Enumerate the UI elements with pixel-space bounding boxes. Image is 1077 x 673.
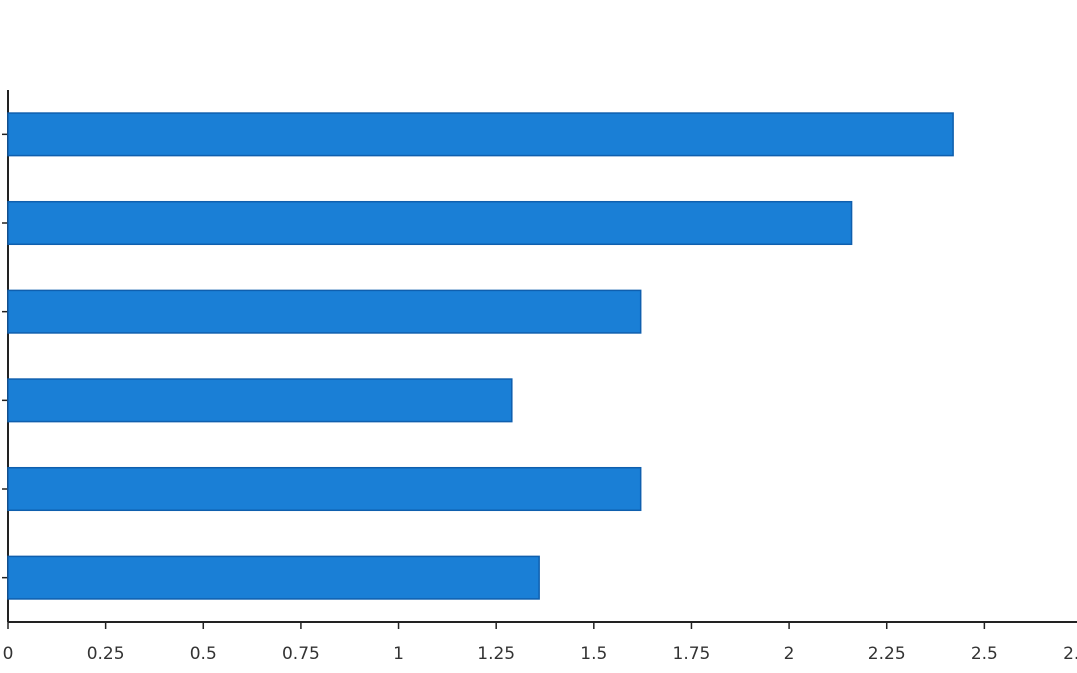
x-tick-label: 0.25	[87, 644, 125, 664]
bar	[7, 200, 853, 246]
x-tick-label: 1.75	[673, 644, 711, 664]
x-tick-label: 1	[393, 644, 404, 664]
bar	[7, 112, 954, 157]
x-tick-label: 1.5	[580, 644, 607, 664]
x-tick-label: 2	[784, 644, 795, 664]
x-tick-label: 2.75	[1063, 644, 1077, 664]
bar	[7, 555, 540, 600]
x-tick-label: 0	[3, 644, 14, 664]
x-tick-label: 1.25	[477, 644, 515, 664]
bar	[7, 289, 642, 334]
bar	[7, 378, 513, 423]
x-tick-label: 0.5	[190, 644, 217, 664]
x-tick-label: 0.75	[282, 644, 320, 664]
x-tick-label: 2.25	[868, 644, 906, 664]
x-tick-label: 2.5	[971, 644, 998, 664]
bar	[7, 466, 642, 512]
